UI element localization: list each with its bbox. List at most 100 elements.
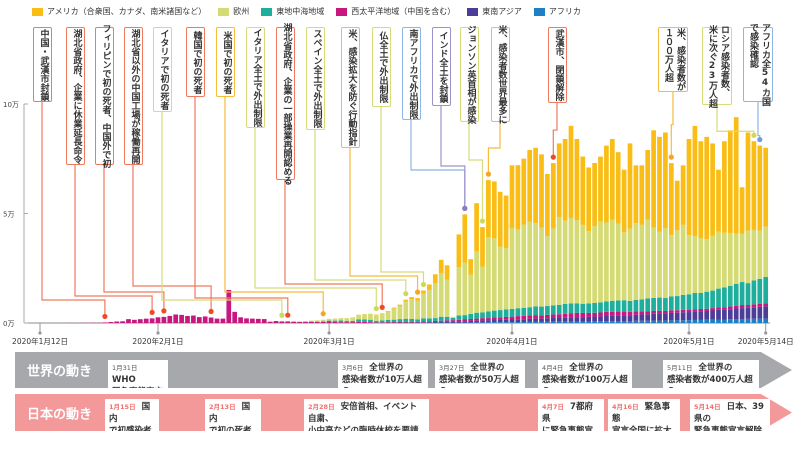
- bar-segment-europe: [657, 232, 662, 298]
- bar-segment-africa: [763, 319, 768, 323]
- annotation-connector: [553, 103, 557, 157]
- bar-segment-eastern_med: [392, 320, 397, 322]
- bar-segment-africa: [693, 320, 698, 323]
- bar-segment-southeast_asia: [657, 314, 662, 321]
- bar-segment-eastern_med: [551, 305, 556, 314]
- bar-segment-southeast_asia: [557, 318, 562, 322]
- event-text: 全世界の: [569, 363, 603, 373]
- annotation-connector: [671, 92, 673, 157]
- bar-segment-southeast_asia: [716, 310, 721, 320]
- annotation-connector: [162, 112, 282, 315]
- legend-label: 西太平洋地域（中国を含む）: [351, 6, 455, 17]
- x-tick-dot: [764, 331, 767, 334]
- bar-segment-europe: [569, 218, 574, 303]
- annotation-box: フィリピンで初の死者、中国外で初: [95, 27, 114, 165]
- bar-segment-western_pacific: [291, 322, 296, 323]
- bar-segment-africa: [610, 321, 615, 323]
- legend-swatch: [534, 8, 545, 16]
- annotation-marker-dot: [415, 290, 420, 295]
- bar-segment-western_pacific: [315, 322, 320, 323]
- bar-segment-europe: [504, 248, 509, 309]
- bar-segment-eastern_med: [728, 286, 733, 307]
- bar-segment-southeast_asia: [533, 319, 538, 322]
- bar-segment-eastern_med: [474, 313, 479, 319]
- bar-segment-europe: [728, 233, 733, 286]
- annotation-box: 仏全土で外出制限: [372, 27, 391, 107]
- japan-event: 2月13日国内で初の死者: [205, 399, 261, 439]
- bar-segment-americas: [716, 170, 721, 232]
- annotation-marker-dot: [321, 311, 326, 316]
- annotation-connector: [104, 165, 164, 311]
- bar-segment-europe: [474, 251, 479, 312]
- bar-segment-europe: [315, 320, 320, 321]
- x-tick-label: 2020年1月12日: [12, 336, 68, 346]
- bar-segment-americas: [516, 165, 521, 229]
- bar-segment-western_pacific: [415, 322, 420, 323]
- bar-segment-western_pacific: [262, 319, 267, 323]
- bar-segment-europe: [539, 228, 544, 307]
- bar-segment-africa: [551, 322, 556, 323]
- bar-segment-europe: [722, 233, 727, 288]
- bar-segment-americas: [433, 274, 438, 283]
- bar-segment-europe: [681, 225, 686, 295]
- bar-segment-southeast_asia: [457, 321, 462, 322]
- event-date: 1月15日: [109, 403, 136, 411]
- bar-segment-western_pacific: [392, 322, 397, 323]
- bar-segment-southeast_asia: [539, 319, 544, 322]
- bar-segment-europe: [398, 306, 403, 319]
- bar-segment-western_pacific: [639, 311, 644, 314]
- japan-event: 5月14日日本、39県の緊急事態宣言解除: [690, 399, 770, 439]
- annotation-connector: [133, 165, 211, 312]
- bar-segment-western_pacific: [162, 317, 167, 323]
- bar-segment-southeast_asia: [645, 314, 650, 321]
- japan-event: 2月28日安倍首相、イベント自粛、小中高などの臨時休校を要請: [304, 399, 429, 439]
- bar-segment-western_pacific: [238, 317, 243, 323]
- legend-label: 東南アジア: [482, 6, 522, 17]
- bar-segment-eastern_med: [580, 304, 585, 313]
- bar-segment-western_pacific: [173, 314, 178, 323]
- bar-segment-eastern_med: [669, 297, 674, 311]
- bar-segment-europe: [516, 229, 521, 308]
- bar-segment-europe: [740, 234, 745, 282]
- bar-segment-americas: [468, 259, 473, 274]
- annotation-marker-dot: [486, 172, 491, 177]
- annotation-box: 湖北省以外の中国工場が稼働再開: [124, 27, 143, 165]
- x-tick-label: 2020年3月1日: [304, 336, 355, 346]
- bar-segment-western_pacific: [203, 316, 208, 323]
- bar-segment-southeast_asia: [704, 311, 709, 320]
- annotation-connector: [315, 130, 406, 294]
- annotation-marker-dot: [279, 313, 284, 318]
- bar-segment-americas: [415, 298, 420, 301]
- bar-segment-southeast_asia: [746, 308, 751, 319]
- bar-segment-eastern_med: [486, 312, 491, 319]
- bar-segment-western_pacific: [114, 321, 119, 323]
- annotation-box: 中国・武漢市封鎖: [33, 27, 52, 102]
- annotation-box: 武漢市、閉鎖解除: [548, 27, 567, 103]
- bar-segment-western_pacific: [728, 307, 733, 310]
- bar-segment-eastern_med: [716, 289, 721, 308]
- bar-segment-eastern_med: [663, 298, 668, 311]
- bar-segment-europe: [468, 274, 473, 313]
- bar-segment-western_pacific: [533, 315, 538, 319]
- bar-segment-western_pacific: [285, 321, 290, 323]
- bar-segment-europe: [339, 318, 344, 320]
- bar-segment-western_pacific: [462, 319, 467, 321]
- bar-segment-africa: [752, 319, 757, 323]
- bar-segment-europe: [763, 227, 768, 277]
- bar-segment-europe: [575, 220, 580, 303]
- bar-segment-europe: [362, 314, 367, 319]
- annotation-box: ジョンソン英首相が感染: [460, 27, 479, 122]
- bar-segment-eastern_med: [380, 320, 385, 322]
- bar-segment-americas: [604, 146, 609, 223]
- bar-segment-americas: [569, 126, 574, 218]
- bar-segment-southeast_asia: [752, 307, 757, 319]
- bar-segment-eastern_med: [710, 291, 715, 309]
- bar-segment-southeast_asia: [687, 312, 692, 320]
- bar-segment-africa: [604, 321, 609, 323]
- bar-segment-western_pacific: [409, 322, 414, 323]
- bar-segment-americas: [462, 214, 467, 262]
- bar-segment-southeast_asia: [740, 308, 745, 319]
- annotation-connector: [488, 122, 500, 174]
- annotation-marker-dot: [480, 218, 485, 223]
- bar-segment-eastern_med: [616, 300, 621, 311]
